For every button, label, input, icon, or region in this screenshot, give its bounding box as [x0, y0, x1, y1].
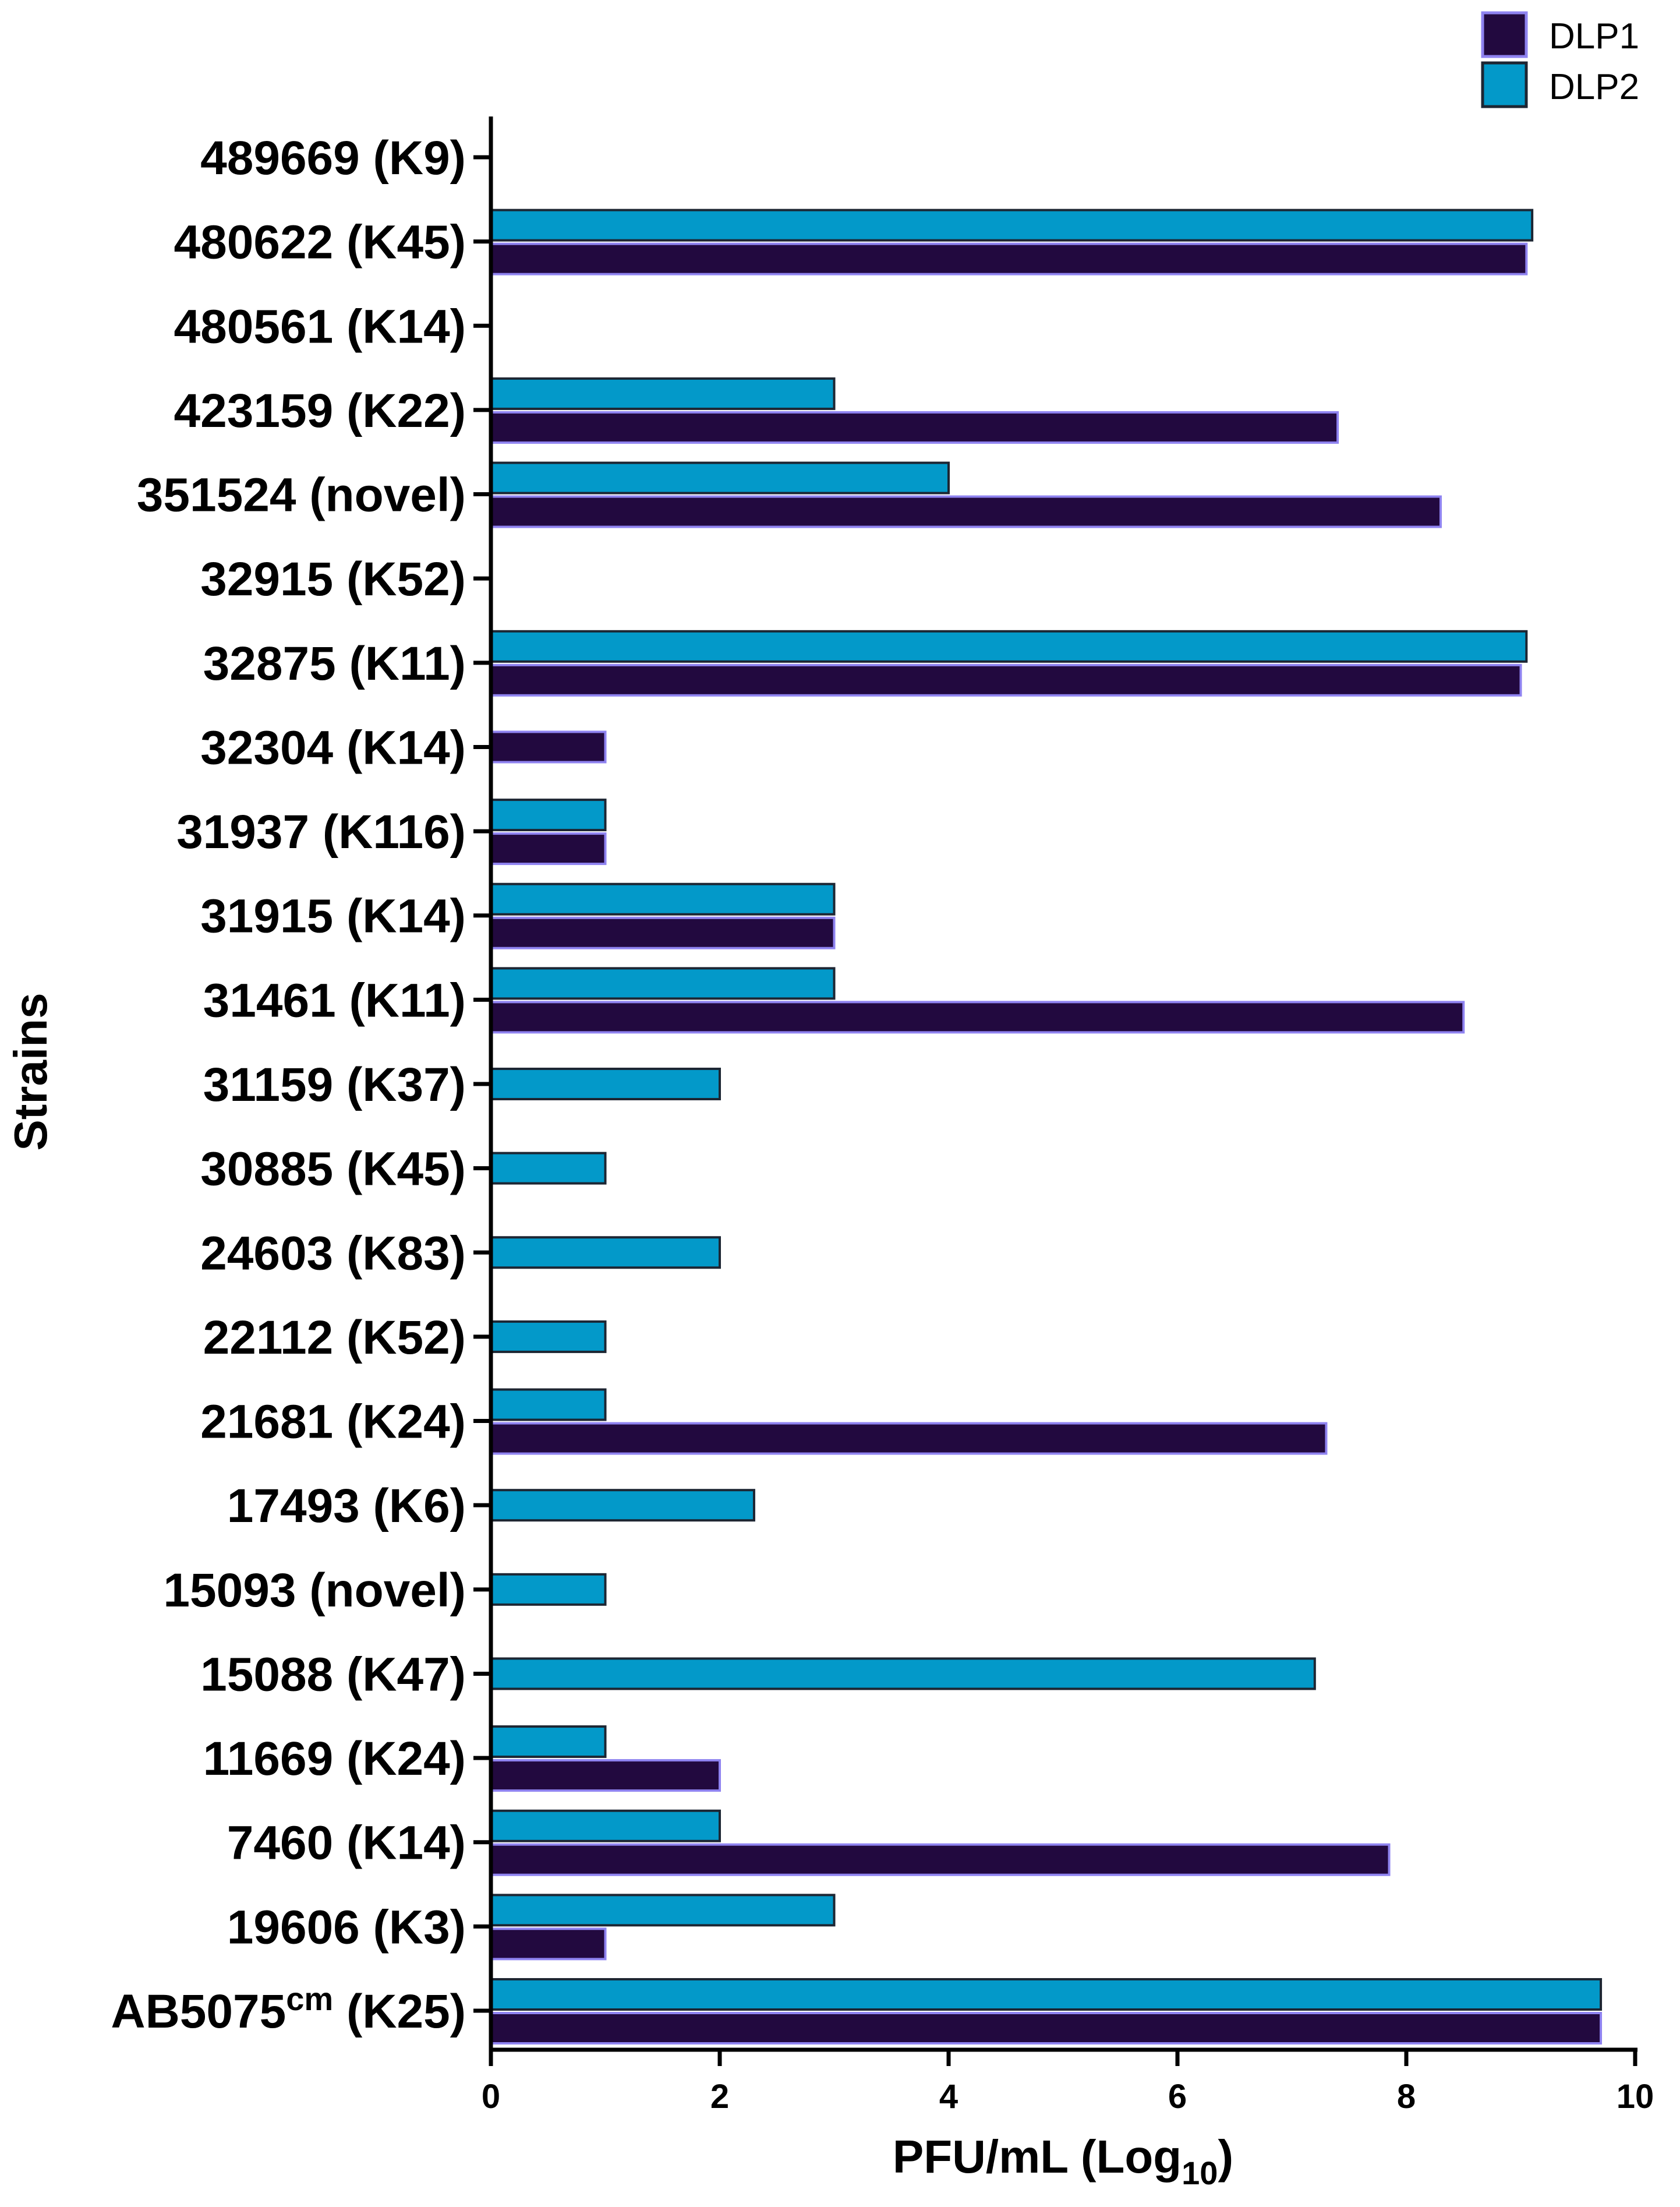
x-tick-label: 10 [1617, 2078, 1654, 2116]
category-label: 15088 (K47) [200, 1648, 466, 1701]
bar-dlp2 [490, 967, 836, 1000]
category-label: AB5075cm (K25) [111, 1980, 466, 2038]
bar-dlp1 [490, 2012, 1603, 2044]
bar-dlp2 [490, 1152, 607, 1185]
category-label: 17493 (K6) [227, 1479, 466, 1532]
category-label: 351524 (novel) [137, 469, 466, 522]
x-tick-label: 8 [1397, 2078, 1416, 2116]
category-label: 7460 (K14) [227, 1817, 466, 1870]
category-label: 489669 (K9) [200, 132, 466, 185]
legend-label-dlp2: DLP2 [1549, 67, 1639, 107]
x-tick-label: 6 [1168, 2078, 1187, 2116]
category-label: 480622 (K45) [174, 216, 466, 269]
x-axis-title: PFU/mL (Log10) [893, 2131, 1233, 2191]
bar-dlp1 [490, 1001, 1465, 1034]
category-label: 32875 (K11) [203, 637, 466, 690]
bar-dlp1 [490, 1422, 1328, 1455]
legend-swatch-dlp1 [1481, 11, 1528, 58]
bar-dlp2 [490, 799, 607, 832]
category-label: 22112 (K52) [203, 1311, 466, 1364]
bar-dlp2 [490, 1068, 721, 1100]
bar-dlp2 [490, 882, 836, 916]
category-label: 19606 (K3) [227, 1901, 466, 1954]
legend-swatch-dlp2 [1481, 61, 1528, 108]
bar-dlp2 [490, 461, 950, 495]
bar-dlp2 [490, 1657, 1316, 1690]
category-label: 31937 (K116) [176, 806, 466, 859]
x-tick-label: 4 [939, 2078, 958, 2116]
category-label: 32915 (K52) [200, 553, 466, 606]
bar-dlp1 [490, 730, 607, 764]
bar-dlp2 [490, 1894, 836, 1927]
category-label: 31461 (K11) [203, 974, 466, 1027]
category-label: 30885 (K45) [200, 1143, 466, 1196]
bar-dlp2 [490, 377, 836, 410]
bar-dlp2 [490, 1236, 721, 1269]
bar-dlp1 [490, 916, 836, 949]
bar-dlp1 [490, 411, 1339, 444]
category-label: 24603 (K83) [200, 1227, 466, 1280]
bar-dlp1 [490, 1759, 721, 1792]
bar-dlp1 [490, 1843, 1391, 1876]
category-label: 480561 (K14) [174, 300, 466, 353]
bar-dlp1 [490, 663, 1522, 697]
bar-dlp1 [490, 1927, 607, 1961]
bar-dlp1 [490, 242, 1528, 276]
x-tick-label: 0 [482, 2078, 500, 2116]
category-label: 31915 (K14) [200, 890, 466, 943]
category-label: 423159 (K22) [174, 384, 466, 437]
bar-dlp1 [490, 495, 1442, 528]
bar-dlp2 [490, 1978, 1603, 2011]
category-label: 21681 (K24) [200, 1396, 466, 1449]
bar-dlp1 [490, 832, 607, 866]
bar-dlp2 [490, 1573, 607, 1606]
x-tick-label: 2 [710, 2078, 729, 2116]
bar-dlp2 [490, 1489, 755, 1522]
category-label: 11669 (K24) [203, 1732, 466, 1785]
category-label: 32304 (K14) [200, 721, 466, 774]
y-axis-title: Strains [5, 993, 56, 1150]
bar-dlp2 [490, 630, 1528, 663]
bar-dlp2 [490, 1725, 607, 1758]
bar-dlp2 [490, 1320, 607, 1353]
legend-label-dlp1: DLP1 [1549, 16, 1639, 57]
category-label: 15093 (novel) [163, 1564, 466, 1617]
bar-dlp2 [490, 209, 1534, 242]
bar-dlp2 [490, 1809, 721, 1842]
category-label: 31159 (K37) [203, 1058, 466, 1111]
bar-dlp2 [490, 1388, 607, 1421]
